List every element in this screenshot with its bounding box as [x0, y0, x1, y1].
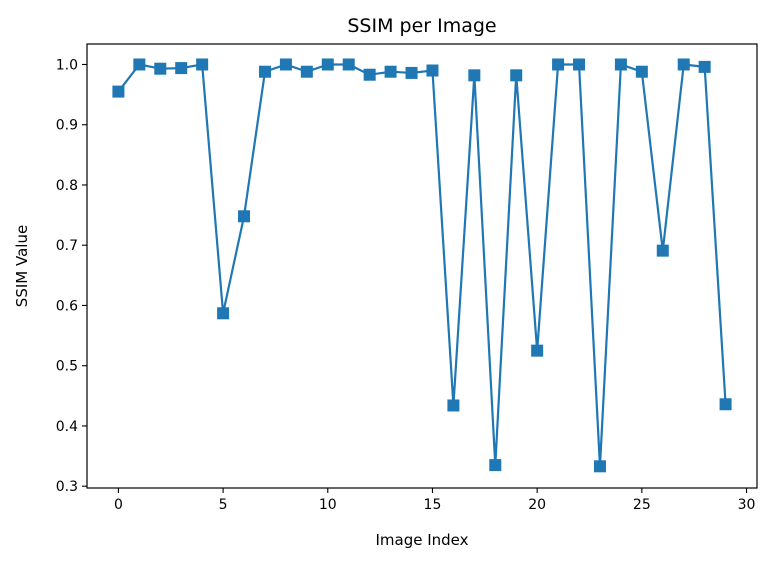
data-point-marker	[614, 58, 627, 71]
data-point-marker	[217, 307, 230, 320]
data-point-marker	[677, 58, 690, 71]
x-tick-label: 25	[633, 497, 651, 513]
y-tick-label: 0.4	[56, 419, 78, 435]
data-point-marker	[154, 62, 167, 75]
data-point-marker	[635, 65, 648, 78]
data-point-marker	[593, 460, 606, 473]
y-tick-label: 0.6	[56, 298, 78, 314]
data-point-marker	[321, 58, 334, 71]
data-point-marker	[196, 58, 209, 71]
data-point-marker	[405, 66, 418, 79]
data-point-marker	[279, 58, 292, 71]
y-tick-label: 0.5	[56, 359, 78, 375]
x-axis: 0 5 10 15 20 25 30	[114, 488, 756, 513]
data-point-marker	[363, 68, 376, 81]
data-point-marker	[698, 60, 711, 73]
data-point-marker	[510, 69, 523, 82]
y-axis: 0.3 0.4 0.5 0.6 0.7 0.8 0.9 1.0	[56, 57, 87, 495]
plot-area	[112, 58, 732, 473]
x-tick-label: 5	[219, 497, 228, 513]
data-point-marker	[258, 65, 271, 78]
data-point-marker	[175, 62, 188, 75]
y-tick-label: 0.8	[56, 178, 78, 194]
series-line	[117, 63, 727, 468]
data-point-marker	[656, 244, 669, 257]
y-tick-label: 1.0	[56, 57, 78, 73]
data-point-marker	[426, 64, 439, 77]
data-point-marker	[384, 65, 397, 78]
y-axis-label: SSIM Value	[13, 225, 31, 307]
data-point-marker	[468, 69, 481, 82]
data-point-marker	[573, 58, 586, 71]
data-point-marker	[531, 344, 544, 357]
data-point-marker	[112, 85, 125, 98]
x-tick-label: 10	[319, 497, 337, 513]
data-point-marker	[342, 58, 355, 71]
data-point-marker	[238, 210, 251, 223]
y-tick-label: 0.9	[56, 118, 78, 134]
y-tick-label: 0.7	[56, 238, 78, 254]
data-point-marker	[489, 459, 502, 472]
data-point-marker	[133, 58, 146, 71]
x-axis-label: Image Index	[375, 531, 468, 549]
x-tick-label: 0	[114, 497, 123, 513]
y-tick-label: 0.3	[56, 479, 78, 495]
x-tick-label: 15	[424, 497, 442, 513]
chart-title: SSIM per Image	[347, 15, 496, 37]
data-point-marker	[552, 58, 565, 71]
data-point-marker	[447, 399, 460, 412]
data-point-marker	[300, 65, 313, 78]
x-tick-label: 20	[528, 497, 546, 513]
axes-frame	[86, 43, 758, 489]
data-point-marker	[719, 398, 732, 411]
x-tick-label: 30	[738, 497, 756, 513]
